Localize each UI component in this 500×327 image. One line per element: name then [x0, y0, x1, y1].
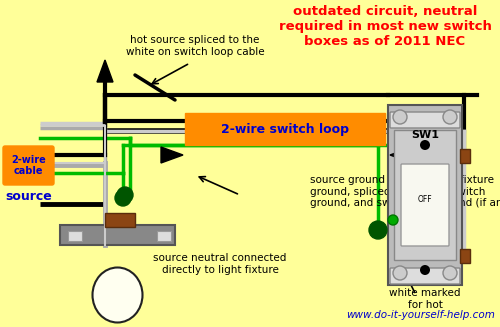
FancyBboxPatch shape	[401, 164, 449, 246]
Text: source ground connected to fixture
ground, spliced through to switch
ground, and: source ground connected to fixture groun…	[310, 175, 500, 208]
Polygon shape	[97, 60, 113, 82]
Text: 2-wire
cable: 2-wire cable	[11, 155, 46, 176]
Circle shape	[443, 110, 457, 124]
FancyBboxPatch shape	[185, 113, 385, 145]
Text: white marked
for hot: white marked for hot	[389, 288, 461, 310]
FancyBboxPatch shape	[60, 225, 175, 245]
Circle shape	[388, 215, 398, 225]
Text: 2-wire switch loop: 2-wire switch loop	[221, 123, 349, 135]
Circle shape	[420, 265, 430, 275]
Text: outdated circuit, neutral
required in most new switch
boxes as of 2011 NEC: outdated circuit, neutral required in mo…	[278, 5, 492, 48]
FancyBboxPatch shape	[460, 149, 470, 163]
Text: www.do-it-yourself-help.com: www.do-it-yourself-help.com	[346, 310, 495, 320]
Text: hot source spliced to the
white on switch loop cable: hot source spliced to the white on switc…	[126, 35, 264, 57]
FancyBboxPatch shape	[105, 213, 135, 227]
Circle shape	[420, 140, 430, 150]
Text: source: source	[5, 190, 52, 202]
Text: OFF: OFF	[418, 196, 432, 204]
FancyBboxPatch shape	[460, 249, 470, 263]
FancyBboxPatch shape	[390, 268, 460, 284]
FancyBboxPatch shape	[394, 130, 456, 260]
FancyBboxPatch shape	[388, 105, 462, 285]
FancyBboxPatch shape	[3, 146, 54, 185]
Text: SW1: SW1	[411, 130, 439, 140]
Circle shape	[393, 266, 407, 280]
Polygon shape	[390, 147, 412, 163]
FancyBboxPatch shape	[157, 231, 171, 241]
Text: source neutral connected
directly to light fixture: source neutral connected directly to lig…	[154, 253, 286, 275]
FancyBboxPatch shape	[390, 112, 460, 128]
Circle shape	[115, 190, 131, 206]
Circle shape	[369, 221, 387, 239]
Circle shape	[117, 187, 133, 203]
Polygon shape	[161, 147, 183, 163]
Ellipse shape	[92, 267, 142, 322]
Circle shape	[443, 266, 457, 280]
Circle shape	[393, 110, 407, 124]
FancyBboxPatch shape	[68, 231, 82, 241]
